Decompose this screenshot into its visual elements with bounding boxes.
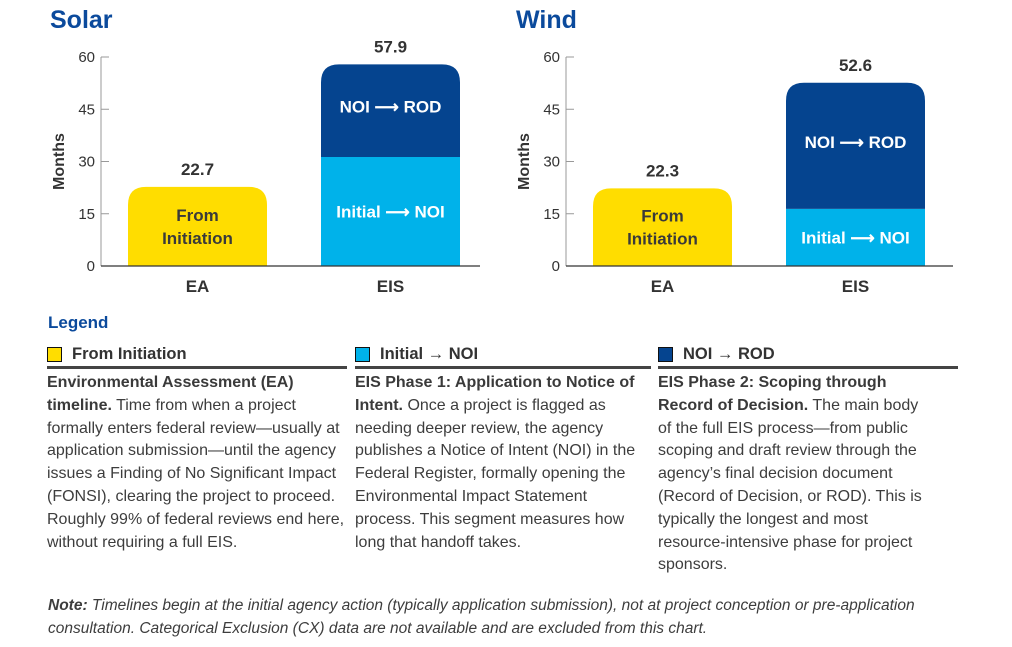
legend-item-from-initiation: From Initiation Environmental Assessment… xyxy=(47,342,347,554)
y-tick-label: 15 xyxy=(78,206,95,223)
y-tick-label: 45 xyxy=(543,101,560,118)
total-label: 22.3 xyxy=(646,161,679,180)
bar-segment-eis-0 xyxy=(321,156,460,266)
segment-label: Initiation xyxy=(162,229,233,248)
bar-segment-ea-0 xyxy=(128,186,267,266)
legend-label: Initial → NOI xyxy=(380,344,479,363)
segment-label: Initial ⟶ NOI xyxy=(801,228,909,247)
dark-blue-swatch xyxy=(658,346,673,362)
segment-label: NOI ⟶ ROD xyxy=(805,133,907,152)
y-axis-label: Months xyxy=(516,133,533,190)
light-blue-swatch xyxy=(355,346,370,362)
y-tick-label: 30 xyxy=(543,154,560,171)
x-tick-label: EIS xyxy=(377,277,404,296)
y-tick-label: 45 xyxy=(78,101,95,118)
wind-title: Wind xyxy=(516,6,577,34)
legend-item-initial-noi: Initial → NOI EIS Phase 1: Application t… xyxy=(355,342,651,554)
legend-item-noi-rod: NOI → ROD EIS Phase 2: Scoping through R… xyxy=(658,342,958,577)
legend-title: Legend xyxy=(48,313,109,332)
total-label: 52.6 xyxy=(839,56,872,75)
total-label: 22.7 xyxy=(181,160,214,179)
bar-segment-eis-1 xyxy=(321,64,460,157)
y-tick-label: 60 xyxy=(543,49,560,66)
x-tick-label: EIS xyxy=(842,277,869,296)
legend-label: NOI → ROD xyxy=(683,344,775,363)
legend-description: Environmental Assessment (EA) timeline. … xyxy=(47,374,345,551)
x-tick-label: EA xyxy=(651,277,675,296)
legend-description: EIS Phase 2: Scoping through Record of D… xyxy=(658,374,922,574)
bar-segment-eis-1 xyxy=(786,82,925,209)
y-tick-label: 0 xyxy=(552,258,560,275)
segment-label: NOI ⟶ ROD xyxy=(340,98,442,117)
segment-label: From xyxy=(176,206,219,225)
y-tick-label: 30 xyxy=(78,154,95,171)
solar-chart: 0 15 30 45 60 Months From Initiation 22.7 EA Initi… xyxy=(0,0,500,300)
chart-svg: 0 15 30 45 60 Months From Initiation 22.7 EA Initi… xyxy=(51,37,480,296)
yellow-swatch xyxy=(47,346,62,362)
bar-segment-eis-0 xyxy=(786,208,925,266)
solar-title: Solar xyxy=(50,6,113,34)
legend-label: From Initiation xyxy=(72,344,187,363)
y-tick-label: 60 xyxy=(78,49,95,66)
x-tick-label: EA xyxy=(186,277,210,296)
y-axis-label: Months xyxy=(51,133,68,190)
segment-label: From xyxy=(641,207,684,226)
segment-label: Initiation xyxy=(627,230,698,249)
y-tick-label: 15 xyxy=(543,206,560,223)
wind-chart: 0 15 30 45 60 Months From Initiation 22.3 EA Initi… xyxy=(465,0,965,300)
segment-label: Initial ⟶ NOI xyxy=(336,202,444,221)
legend-description: EIS Phase 1: Application to Notice of In… xyxy=(355,374,636,551)
chart-svg: 0 15 30 45 60 Months From Initiation 22.3 EA Initi… xyxy=(516,49,953,296)
bar-segment-ea-0 xyxy=(593,188,732,266)
total-label: 57.9 xyxy=(374,37,407,56)
footnote: Note: Timelines begin at the initial age… xyxy=(48,597,915,637)
y-tick-label: 0 xyxy=(87,258,95,275)
